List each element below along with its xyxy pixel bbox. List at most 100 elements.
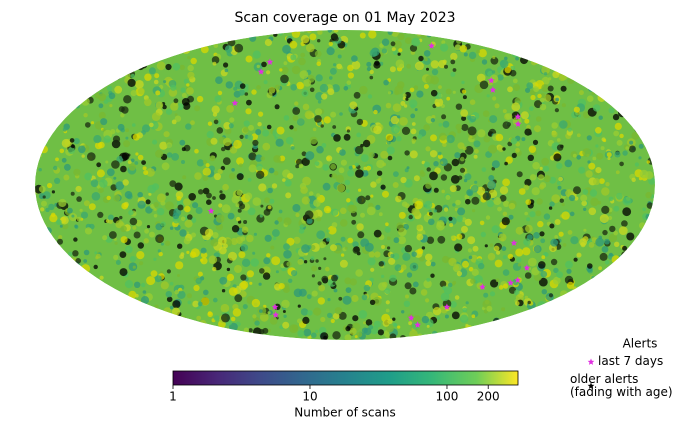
- map-texture: [142, 290, 147, 294]
- map-texture: [137, 200, 146, 209]
- map-texture: [255, 154, 263, 162]
- map-texture: [479, 333, 484, 338]
- map-texture: [85, 60, 93, 67]
- map-texture: [38, 130, 46, 138]
- map-texture: [64, 306, 69, 311]
- map-texture: [520, 34, 525, 39]
- map-texture: [547, 31, 555, 39]
- map-texture: [471, 314, 476, 319]
- map-texture: [447, 282, 453, 288]
- map-texture: [416, 233, 424, 241]
- map-texture: [101, 53, 106, 59]
- map-texture: [314, 115, 322, 123]
- map-texture: [74, 224, 78, 228]
- map-texture: [389, 274, 397, 282]
- map-texture: [412, 315, 421, 324]
- map-texture: [399, 117, 408, 126]
- alert-marker: [507, 279, 514, 286]
- map-texture: [87, 152, 96, 161]
- map-texture: [47, 35, 52, 40]
- x-tick-label: 200: [477, 390, 500, 404]
- map-texture: [164, 240, 171, 246]
- map-texture: [159, 141, 168, 150]
- map-texture: [153, 201, 159, 208]
- map-texture: [525, 87, 531, 93]
- map-texture: [298, 288, 307, 297]
- map-texture: [35, 268, 41, 275]
- map-texture: [320, 124, 324, 128]
- map-texture: [56, 116, 61, 122]
- map-texture: [404, 244, 412, 253]
- map-texture: [476, 73, 486, 83]
- alerts: [207, 42, 531, 328]
- map-texture: [543, 213, 551, 220]
- map-texture: [414, 200, 424, 210]
- map-texture: [332, 282, 336, 285]
- map-texture: [111, 160, 120, 169]
- map-texture: [53, 63, 62, 72]
- map-texture: [148, 192, 152, 196]
- map-texture: [273, 170, 279, 176]
- map-texture: [375, 178, 381, 184]
- map-texture: [369, 69, 374, 75]
- map-texture: [81, 97, 90, 106]
- map-texture: [569, 53, 576, 60]
- map-texture: [300, 308, 309, 316]
- map-texture: [98, 103, 104, 109]
- map-texture: [90, 292, 95, 297]
- map-texture: [121, 308, 128, 315]
- map-texture: [139, 261, 144, 266]
- map-texture: [459, 45, 467, 53]
- map-texture: [561, 103, 567, 108]
- map-texture: [278, 283, 285, 290]
- map-texture: [323, 116, 331, 124]
- map-texture: [267, 205, 272, 210]
- map-texture: [241, 258, 251, 267]
- map-texture: [430, 89, 438, 97]
- map-texture: [585, 170, 593, 178]
- map-texture: [454, 243, 463, 252]
- map-texture: [62, 296, 69, 303]
- map-texture: [123, 41, 128, 47]
- map-texture: [393, 237, 400, 244]
- map-texture: [627, 62, 635, 70]
- map-texture: [426, 167, 431, 172]
- map-texture: [396, 222, 404, 230]
- map-texture: [102, 61, 109, 68]
- map-texture: [129, 256, 136, 263]
- map-texture: [614, 62, 619, 68]
- map-texture: [238, 203, 246, 210]
- map-texture: [528, 145, 537, 153]
- map-texture: [89, 64, 95, 70]
- map-texture: [299, 224, 304, 229]
- map-texture: [511, 321, 516, 326]
- map-texture: [340, 236, 346, 242]
- map-texture: [586, 135, 592, 141]
- map-texture: [327, 88, 335, 96]
- map-texture: [621, 220, 628, 227]
- x-tick-label: 100: [436, 390, 459, 404]
- map-texture: [275, 138, 284, 147]
- map-texture: [483, 292, 489, 298]
- map-texture: [494, 259, 503, 268]
- map-texture: [361, 170, 369, 177]
- map-texture: [633, 118, 637, 122]
- map-texture: [634, 124, 644, 133]
- map-texture: [504, 66, 512, 74]
- map-texture: [420, 31, 427, 39]
- map-texture: [616, 297, 624, 306]
- map-texture: [228, 287, 238, 296]
- map-texture: [138, 87, 145, 95]
- map-texture: [122, 51, 127, 56]
- map-texture: [107, 54, 114, 61]
- map-texture: [452, 90, 456, 94]
- map-texture: [321, 143, 327, 148]
- map-texture: [531, 187, 540, 196]
- map-texture: [72, 307, 78, 313]
- map-texture: [601, 187, 610, 196]
- map-texture: [568, 70, 576, 77]
- map-texture: [82, 57, 92, 67]
- map-texture: [146, 168, 155, 177]
- map-texture: [524, 331, 530, 337]
- map-texture: [577, 114, 582, 118]
